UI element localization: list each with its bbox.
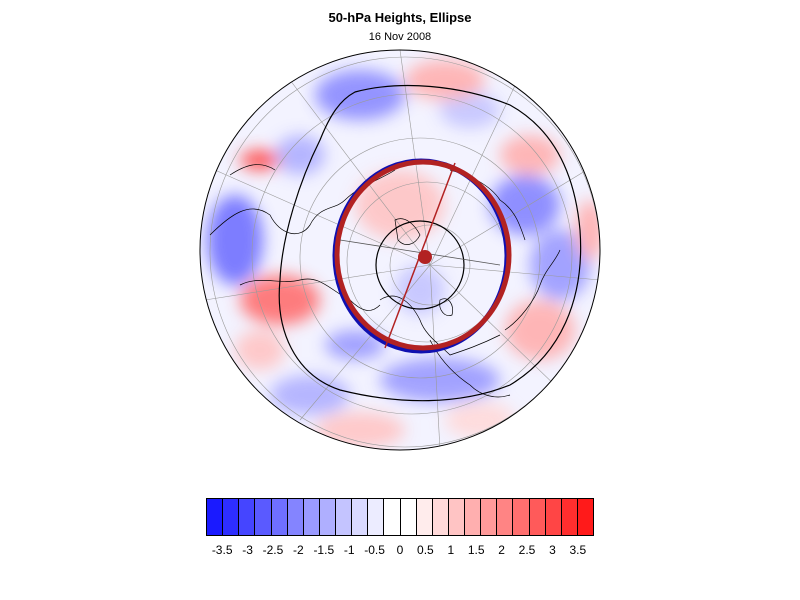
colorbar-cell bbox=[239, 499, 256, 535]
colorbar-tick-label: -0.5 bbox=[364, 543, 385, 557]
colorbar-tick-label: 3 bbox=[549, 543, 556, 557]
colorbar-cell bbox=[368, 499, 385, 535]
colorbar-cell bbox=[303, 499, 320, 535]
colorbar-tick-label: -3 bbox=[242, 543, 253, 557]
colorbar-tick-label: 3.5 bbox=[569, 543, 587, 557]
colorbar-cell bbox=[336, 499, 353, 535]
colorbar-labels: -3.5 -3 -2.5 -2 -1.5 -1 -0.5 0 0.5 1 1.5 2 2.5 3 3.5 bbox=[206, 543, 594, 559]
colorbar-cell bbox=[271, 499, 288, 535]
colorbar-cell bbox=[513, 499, 530, 535]
colorbar-tick-label: 0 bbox=[396, 543, 404, 557]
colorbar-cell bbox=[287, 499, 304, 535]
colorbar-cell bbox=[352, 499, 369, 535]
fitted-ellipse bbox=[332, 158, 512, 354]
colorbar-cell bbox=[207, 499, 224, 535]
colorbar-cell bbox=[529, 499, 546, 535]
colorbar-cell bbox=[400, 499, 417, 535]
colorbar-cell bbox=[545, 499, 562, 535]
colorbar-cell bbox=[577, 499, 593, 535]
colorbar-cell bbox=[561, 499, 578, 535]
chart-subtitle: 16 Nov 2008 bbox=[368, 31, 432, 43]
height-contours bbox=[278, 84, 582, 402]
colorbar-tick-label: 1 bbox=[447, 543, 455, 557]
colorbar-cell bbox=[255, 499, 272, 535]
colorbar-cell bbox=[384, 499, 401, 535]
colorbar-tick-label: 1.5 bbox=[467, 543, 485, 557]
colorbar-tick-label: -2 bbox=[293, 543, 304, 557]
colorbar-cell bbox=[465, 499, 482, 535]
colorbar-tick-label: -1 bbox=[343, 543, 355, 557]
colorbar-cell bbox=[223, 499, 240, 535]
globe-border bbox=[199, 49, 601, 451]
chart-title: 50-hPa Heights, Ellipse bbox=[328, 10, 472, 25]
colorbar-cell bbox=[416, 499, 433, 535]
colorbar-tick-label: 2.5 bbox=[518, 543, 536, 557]
colorbar-tick-label: -2.5 bbox=[262, 543, 284, 557]
colorbar-tick-label: 0.5 bbox=[417, 543, 434, 557]
colorbar-cell bbox=[319, 499, 336, 535]
colorbar-tick-label: -1.5 bbox=[313, 543, 335, 557]
colorbar bbox=[206, 498, 594, 536]
colorbar-cell bbox=[481, 499, 498, 535]
colorbar-cell bbox=[497, 499, 514, 535]
colorbar-cell bbox=[432, 499, 449, 535]
colorbar-tick-label: -3.5 bbox=[211, 543, 233, 557]
vortex-center-marker bbox=[418, 250, 432, 264]
colorbar-cell bbox=[448, 499, 465, 535]
colorbar-tick-label: 2 bbox=[498, 543, 505, 557]
